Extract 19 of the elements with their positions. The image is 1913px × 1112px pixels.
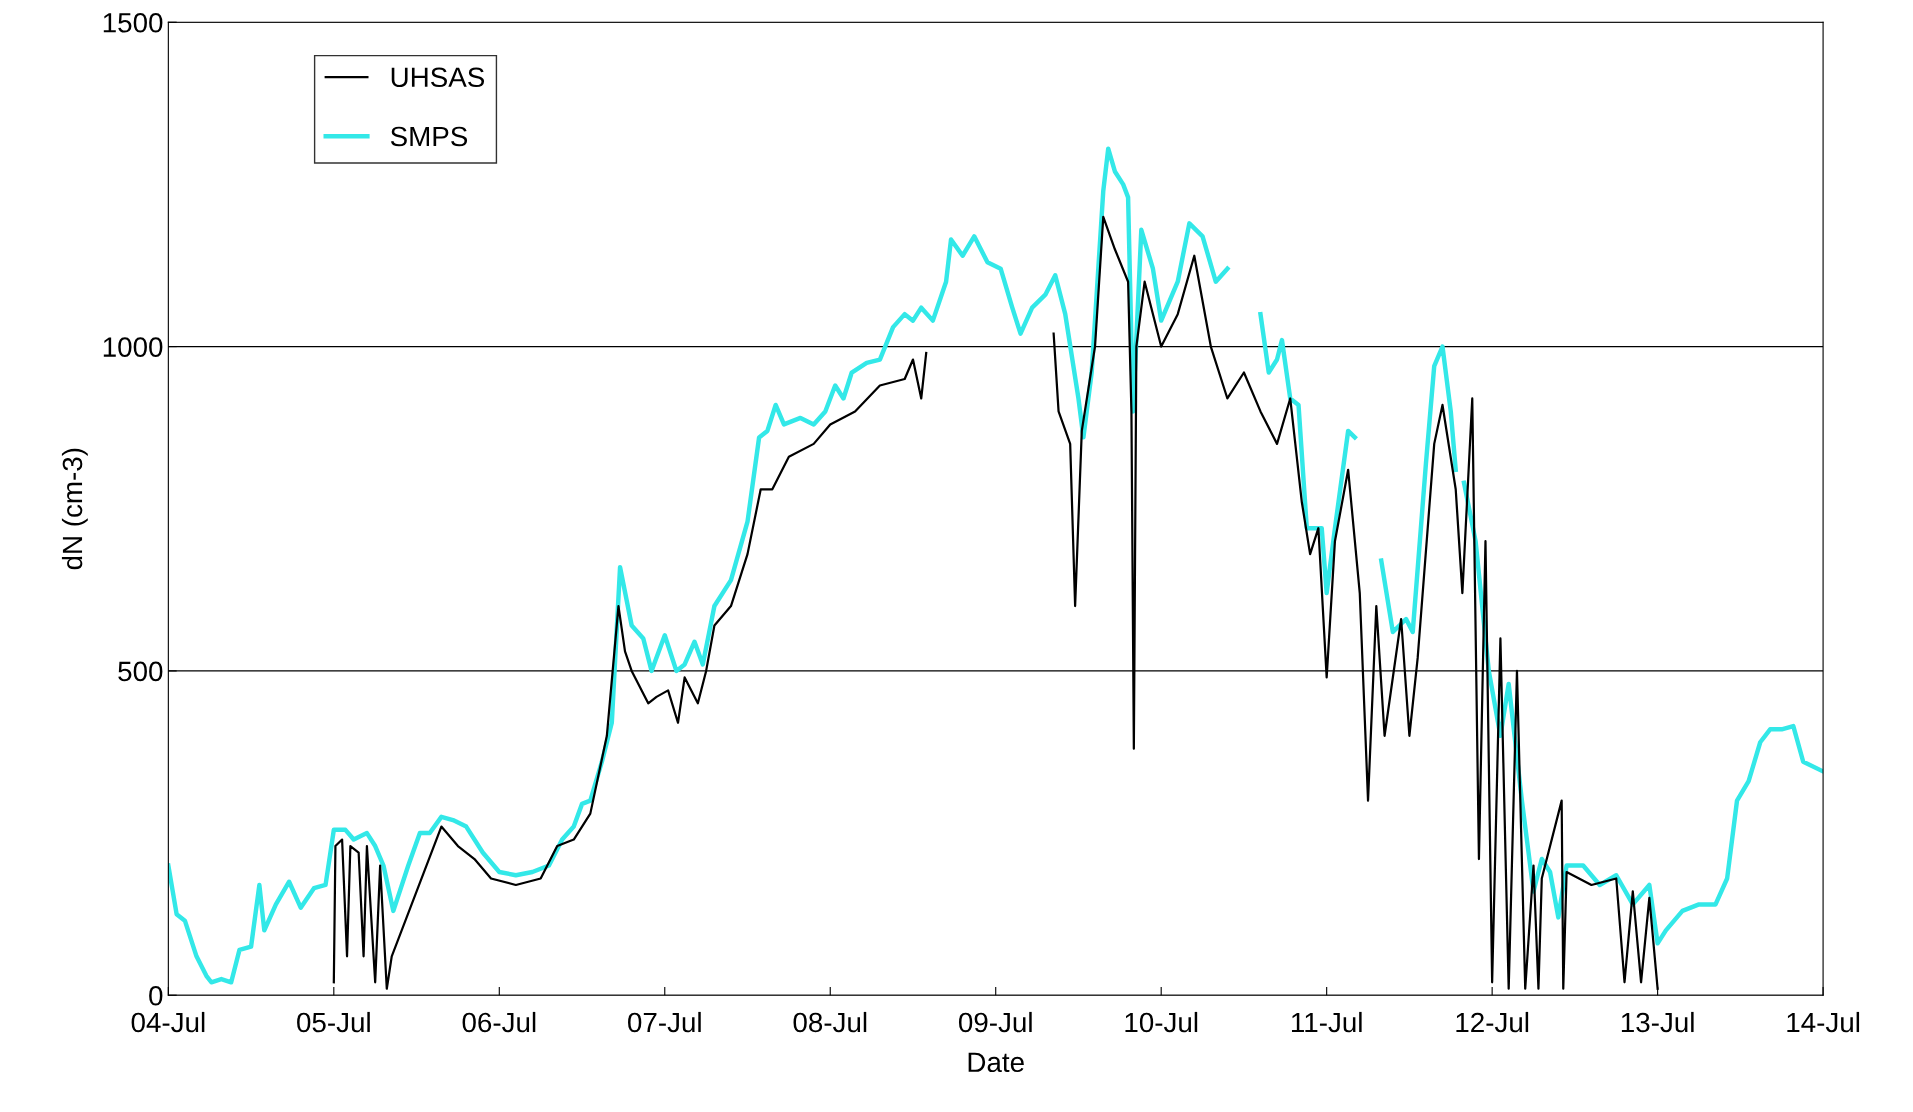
x-tick-label: 12-Jul bbox=[1456, 1011, 1529, 1033]
x-tick-label: 10-Jul bbox=[1125, 1011, 1198, 1033]
x-tick-label: 09-Jul bbox=[958, 1011, 1032, 1033]
x-tick-label: 04-Jul bbox=[131, 1011, 205, 1033]
x-tick-label: 07-Jul bbox=[628, 1011, 701, 1033]
x-axis-title: Date bbox=[968, 1052, 1024, 1073]
legend-label: SMPS bbox=[390, 126, 468, 147]
y-tick-label: 1000 bbox=[103, 337, 163, 357]
y-tick-label: 1500 bbox=[103, 12, 163, 33]
legend-label: UHSAS bbox=[391, 67, 485, 88]
x-tick-label: 05-Jul bbox=[297, 1011, 370, 1033]
x-tick-label: 11-Jul bbox=[1291, 1011, 1362, 1033]
x-tick-label: 06-Jul bbox=[462, 1011, 536, 1033]
x-tick-label: 13-Jul bbox=[1621, 1011, 1694, 1033]
x-tick-label: 08-Jul bbox=[793, 1011, 867, 1033]
x-tick-label: 14-Jul bbox=[1787, 1011, 1860, 1033]
y-tick-label: 500 bbox=[118, 661, 163, 682]
y-axis-title: dN (cm-3) bbox=[61, 448, 88, 570]
y-tick-label: 0 bbox=[149, 985, 163, 1006]
